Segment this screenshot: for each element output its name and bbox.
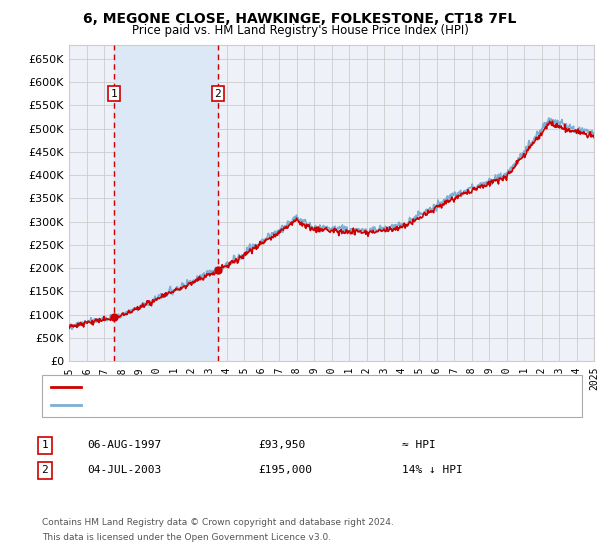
Text: 6, MEGONE CLOSE, HAWKINGE, FOLKESTONE, CT18 7FL: 6, MEGONE CLOSE, HAWKINGE, FOLKESTONE, C… <box>83 12 517 26</box>
Text: 1: 1 <box>41 440 49 450</box>
Text: 2: 2 <box>214 88 221 99</box>
Text: 04-JUL-2003: 04-JUL-2003 <box>87 465 161 475</box>
Text: £195,000: £195,000 <box>258 465 312 475</box>
Text: This data is licensed under the Open Government Licence v3.0.: This data is licensed under the Open Gov… <box>42 533 331 542</box>
Text: HPI: Average price, detached house, Folkestone and Hythe: HPI: Average price, detached house, Folk… <box>87 400 408 410</box>
Text: 2: 2 <box>41 465 49 475</box>
Text: £93,950: £93,950 <box>258 440 305 450</box>
Text: Price paid vs. HM Land Registry's House Price Index (HPI): Price paid vs. HM Land Registry's House … <box>131 24 469 36</box>
Text: Contains HM Land Registry data © Crown copyright and database right 2024.: Contains HM Land Registry data © Crown c… <box>42 518 394 527</box>
Text: 06-AUG-1997: 06-AUG-1997 <box>87 440 161 450</box>
Bar <box>115 45 218 361</box>
Text: 1: 1 <box>111 88 118 99</box>
Text: 6, MEGONE CLOSE, HAWKINGE, FOLKESTONE, CT18 7FL (detached house): 6, MEGONE CLOSE, HAWKINGE, FOLKESTONE, C… <box>87 382 492 392</box>
Text: 14% ↓ HPI: 14% ↓ HPI <box>402 465 463 475</box>
Text: ≈ HPI: ≈ HPI <box>402 440 436 450</box>
